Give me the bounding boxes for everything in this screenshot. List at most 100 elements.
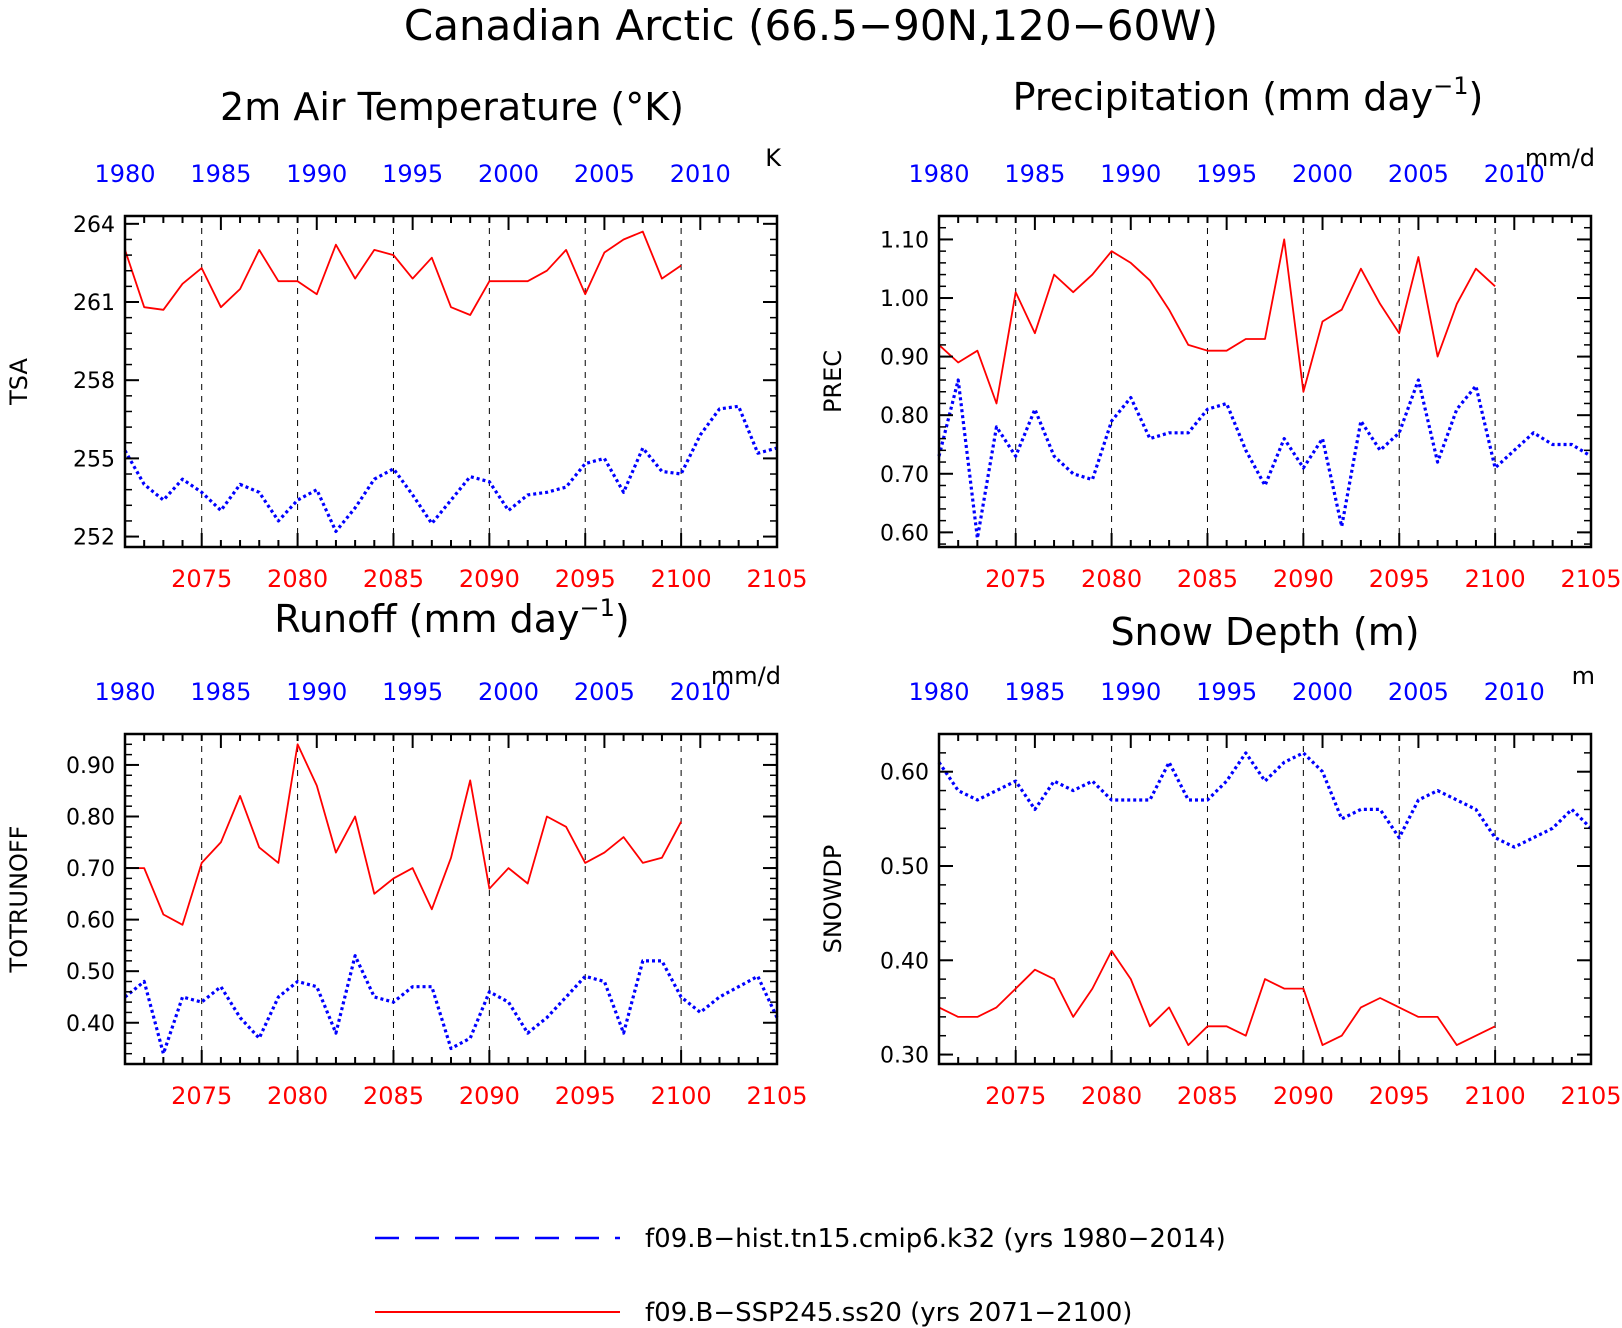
panel-title: Snow Depth (m) (1110, 610, 1419, 654)
x-tick-label-top: 2010 (670, 160, 731, 188)
x-tick-label-bottom: 2095 (555, 565, 616, 593)
y-tick-label: 0.60 (880, 761, 929, 786)
x-tick-label-top: 2005 (574, 678, 635, 706)
x-tick-label-top: 2010 (1484, 678, 1545, 706)
chart-panel-4: Snow Depth (m) 2075 2080 2085 2090 2095 2100 21… (819, 610, 1622, 1110)
x-tick-label-bottom: 2085 (363, 565, 424, 593)
series-future-line (938, 950, 1496, 1046)
x-tick-label-bottom: 2075 (171, 1082, 232, 1110)
chart-panel-1: 2m Air Temperature (°K) 2075 2080 2085 2090 2… (5, 85, 808, 593)
x-tick-label-bottom: 2080 (1081, 565, 1142, 593)
y-axis-label: TOTRUNOFF (5, 826, 33, 974)
units-label: m (1572, 662, 1595, 690)
series-future-line (125, 743, 682, 926)
x-tick-label-top: 2005 (1388, 678, 1449, 706)
x-tick-label-bottom: 2090 (1273, 565, 1334, 593)
x-tick-label-bottom: 2080 (267, 1082, 328, 1110)
y-axis-label: PREC (819, 350, 847, 413)
x-tick-label-bottom: 2090 (1273, 1082, 1334, 1110)
x-tick-label-top: 1980 (908, 678, 969, 706)
x-tick-label-bottom: 2090 (459, 565, 520, 593)
x-tick-label-bottom: 2075 (985, 1082, 1046, 1110)
series-hist-line (937, 751, 1593, 849)
chart-panel-3: Runoff (mm day−1) 2075 2080 2085 2090 2095 210… (5, 594, 808, 1110)
x-tick-label-top: 1980 (908, 160, 969, 188)
y-tick-label: 0.60 (880, 521, 929, 546)
y-tick-label: 0.70 (880, 463, 929, 488)
x-tick-label-top: 2010 (1484, 160, 1545, 188)
y-tick-label: 0.90 (66, 754, 115, 779)
x-tick-label-bottom: 2085 (1177, 565, 1238, 593)
x-tick-label-bottom: 2100 (651, 1082, 712, 1110)
units-label: mm/d (711, 662, 781, 690)
y-tick-label: 0.70 (66, 857, 115, 882)
y-tick-label: 0.90 (880, 346, 929, 371)
x-tick-label-bottom: 2105 (746, 565, 807, 593)
x-tick-label-top: 1995 (382, 160, 443, 188)
series-future-line (938, 238, 1496, 405)
x-tick-label-top: 2010 (670, 678, 731, 706)
panel-title: Runoff (mm day−1) (274, 594, 629, 641)
x-tick-label-top: 1990 (286, 678, 347, 706)
plot-frame (123, 732, 779, 1066)
series-hist-line (123, 954, 779, 1056)
y-tick-label: 255 (73, 447, 115, 472)
panels: 2m Air Temperature (°K) 2075 2080 2085 2090 2… (5, 72, 1622, 1110)
x-tick-label-top: 2000 (1292, 160, 1353, 188)
y-tick-label: 1.00 (880, 287, 929, 312)
y-tick-label: 0.80 (880, 404, 929, 429)
x-tick-label-top: 2000 (1292, 678, 1353, 706)
x-tick-label-top: 2005 (1388, 160, 1449, 188)
y-axis-label: TSA (5, 358, 33, 406)
x-tick-label-top: 1985 (190, 678, 251, 706)
y-tick-label: 0.50 (66, 960, 115, 985)
x-tick-label-top: 2005 (574, 160, 635, 188)
x-tick-label-top: 1995 (1196, 160, 1257, 188)
x-tick-label-top: 1980 (94, 678, 155, 706)
x-tick-label-bottom: 2105 (746, 1082, 807, 1110)
y-tick-label: 0.40 (880, 949, 929, 974)
x-tick-label-top: 2000 (478, 160, 539, 188)
y-tick-label: 0.60 (66, 909, 115, 934)
y-tick-label: 264 (73, 213, 115, 238)
y-tick-label: 261 (73, 291, 115, 316)
y-tick-label: 258 (73, 369, 115, 394)
y-tick-label: 1.10 (880, 228, 929, 253)
x-tick-label-bottom: 2085 (363, 1082, 424, 1110)
y-tick-label: 0.40 (66, 1012, 115, 1037)
x-tick-label-top: 1980 (94, 160, 155, 188)
x-tick-label-bottom: 2080 (267, 565, 328, 593)
x-tick-label-bottom: 2100 (651, 565, 712, 593)
panel-title: 2m Air Temperature (°K) (220, 85, 684, 129)
panel-title: Precipitation (mm day−1) (1013, 72, 1484, 119)
plot-frame (937, 214, 1593, 549)
x-tick-label-bottom: 2075 (171, 565, 232, 593)
figure-title: Canadian Arctic (66.5−90N,120−60W) (404, 1, 1218, 50)
y-tick-label: 252 (73, 526, 115, 551)
x-tick-label-top: 1990 (1100, 678, 1161, 706)
x-tick-label-bottom: 2100 (1465, 565, 1526, 593)
x-tick-label-top: 1990 (286, 160, 347, 188)
plot-frame (937, 732, 1593, 1066)
y-tick-label: 0.80 (66, 806, 115, 831)
legend-hist-label: f09.B−hist.tn15.cmip6.k32 (yrs 1980−2014… (645, 1224, 1226, 1254)
x-tick-label-top: 1985 (1004, 678, 1065, 706)
units-label: K (765, 144, 782, 172)
legend: f09.B−hist.tn15.cmip6.k32 (yrs 1980−2014… (375, 1224, 1226, 1328)
x-tick-label-bottom: 2105 (1560, 565, 1621, 593)
x-tick-label-bottom: 2085 (1177, 1082, 1238, 1110)
units-label: mm/d (1525, 144, 1595, 172)
x-tick-label-bottom: 2075 (985, 565, 1046, 593)
x-tick-label-top: 1990 (1100, 160, 1161, 188)
chart-panel-2: Precipitation (mm day−1) 2075 2080 2085 2090… (819, 72, 1622, 593)
x-tick-label-bottom: 2090 (459, 1082, 520, 1110)
series-future-line (124, 230, 682, 316)
series-hist-line (937, 378, 1592, 540)
y-tick-label: 0.30 (880, 1044, 929, 1069)
x-tick-label-top: 1985 (190, 160, 251, 188)
plot-frame (123, 214, 779, 549)
y-axis-label: SNOWDP (819, 845, 847, 954)
x-tick-label-bottom: 2095 (1369, 565, 1430, 593)
x-tick-label-bottom: 2100 (1465, 1082, 1526, 1110)
